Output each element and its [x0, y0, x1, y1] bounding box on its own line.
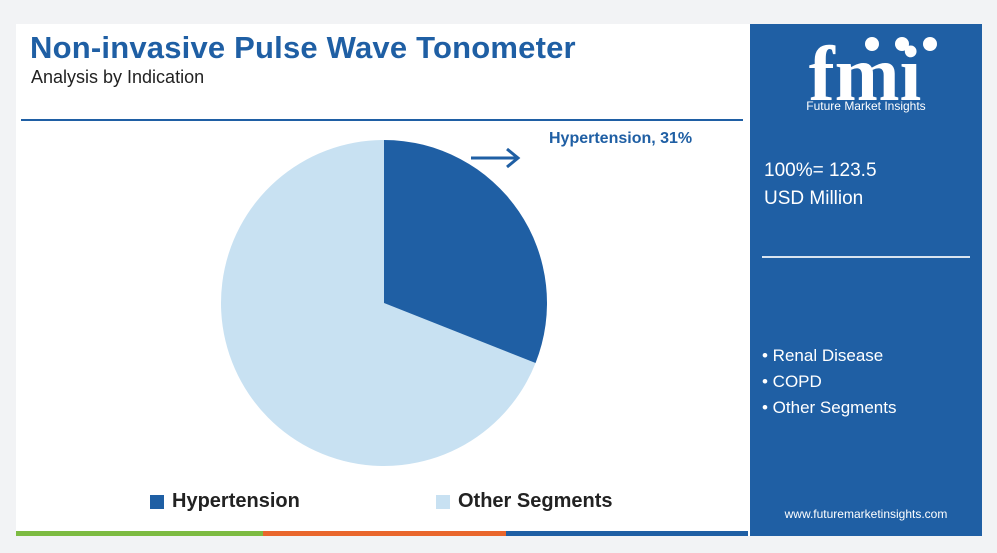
- legend-item-other-segments: Other Segments: [436, 490, 612, 513]
- other-segments-list: • Renal Disease • COPD • Other Segments: [762, 343, 896, 421]
- pie-slice-hypertension: [384, 140, 547, 364]
- market-total: 100%= 123.5 USD Million: [764, 157, 877, 213]
- website-url: www.futuremarketinsights.com: [784, 507, 948, 521]
- legend-label: Hypertension: [172, 490, 300, 512]
- list-item: • COPD: [762, 372, 822, 391]
- pie-slice-other-segments: [221, 140, 536, 466]
- page-subtitle: Analysis by Indication: [31, 67, 205, 87]
- legend-swatch: [436, 494, 450, 509]
- bottom-bar-blue: [506, 531, 748, 536]
- callout-arrow: [471, 147, 521, 169]
- sidebar-divider: [762, 256, 970, 258]
- bottom-bar-orange: [263, 531, 506, 536]
- market-total-value: 100%= 123.5: [764, 160, 877, 181]
- legend-label: Other Segments: [458, 490, 613, 512]
- logo-subtitle: Future Market Insights: [806, 99, 926, 113]
- market-total-unit: USD Million: [764, 188, 864, 209]
- callout-label-hypertension: Hypertension, 31%: [549, 130, 693, 147]
- bottom-bar-green: [16, 531, 263, 536]
- list-item: • Other Segments: [762, 398, 897, 417]
- list-item: • Renal Disease: [762, 346, 884, 365]
- pie-chart: [221, 140, 547, 466]
- legend-item-hypertension: Hypertension: [150, 490, 300, 513]
- chart-panel: Non-invasive Pulse Wave Tonometer Analys…: [16, 24, 748, 536]
- sidebar-panel: fmi Future Market Insights 100%= 123.5 U…: [750, 24, 982, 536]
- fmi-logo: fmi: [809, 30, 937, 117]
- bottom-color-bar: [16, 531, 748, 536]
- legend-swatch: [150, 494, 164, 509]
- page-title: Non-invasive Pulse Wave Tonometer: [30, 30, 576, 65]
- infographic-card: Non-invasive Pulse Wave Tonometer Analys…: [16, 24, 982, 536]
- title-divider: [21, 119, 743, 121]
